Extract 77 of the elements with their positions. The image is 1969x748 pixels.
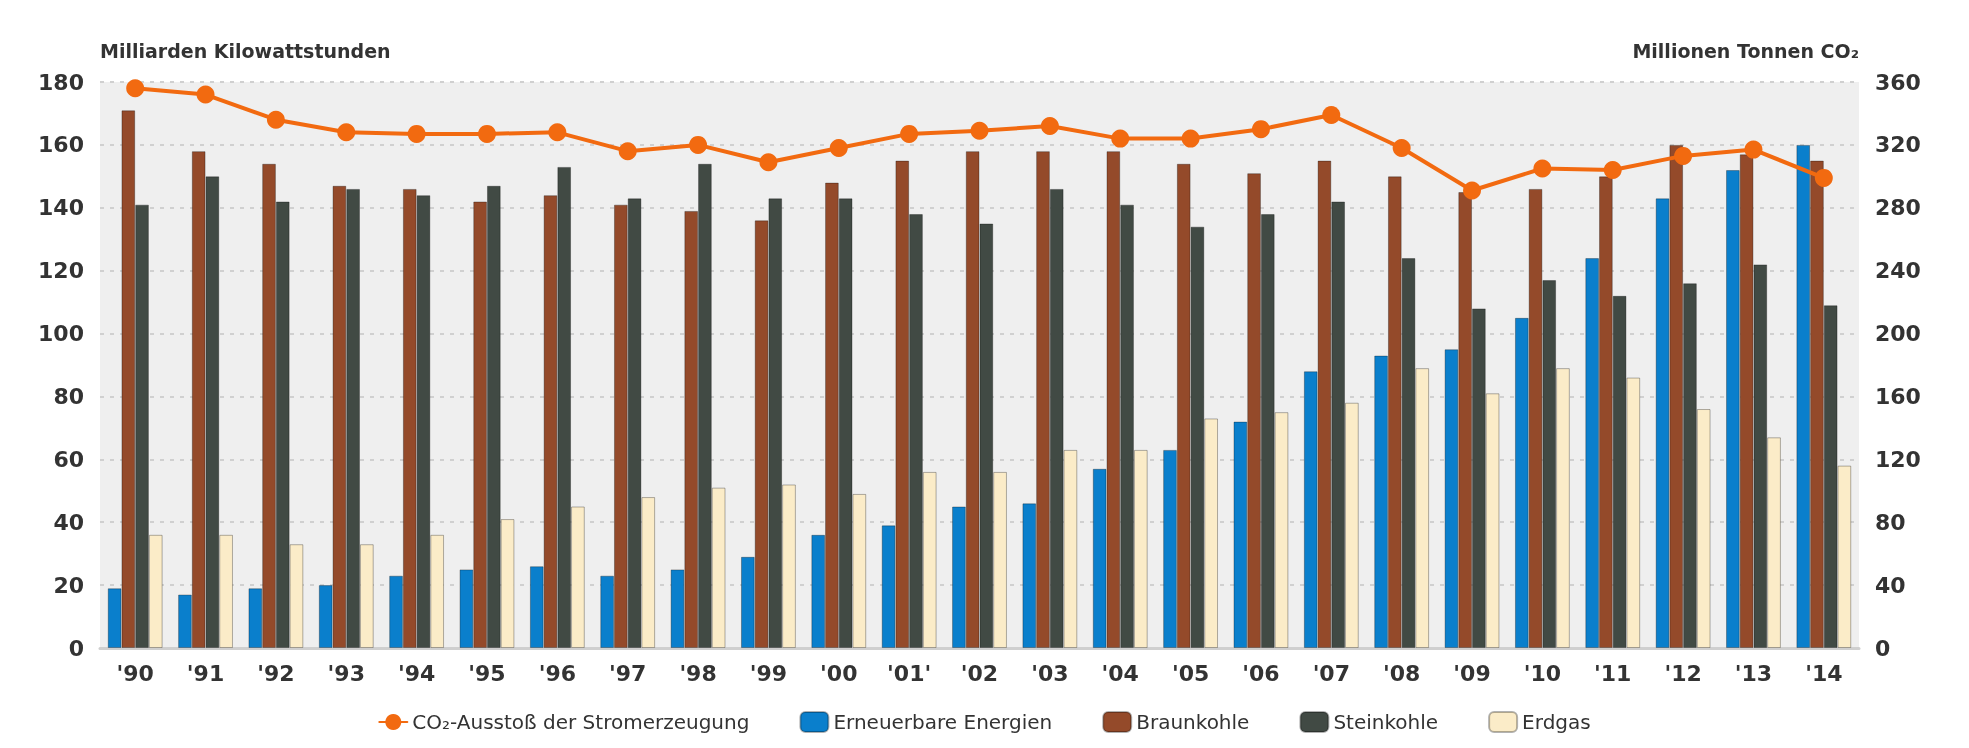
x-tick-label: '01': [887, 660, 932, 686]
y-tick-label: 80: [53, 383, 84, 409]
point: [266, 110, 285, 129]
point: [1392, 139, 1411, 158]
x-tick-label: '10: [1523, 660, 1562, 686]
x-tick-label: '09: [1453, 660, 1491, 686]
legend-label: CO₂-Ausstoß der Stromerzeugung: [412, 710, 750, 734]
point: [478, 124, 496, 143]
x-tick-label: '95: [468, 660, 506, 686]
x-tick-label: '94: [397, 660, 436, 686]
x-tick-label: '12: [1664, 660, 1702, 686]
x-tick-label: '90: [116, 660, 154, 686]
point: [1814, 168, 1833, 187]
x-tick-label: '91: [186, 660, 225, 686]
point: [407, 124, 426, 143]
point: [1040, 117, 1059, 136]
y-axis-title: Milliarden Kilowattstunden: [100, 39, 391, 62]
point: [618, 142, 637, 161]
y2-tick-label: 240: [1875, 258, 1921, 284]
y2-tick-label: 120: [1875, 446, 1921, 472]
y2-tick-label: 0: [1875, 635, 1891, 661]
y2-axis-title: Millionen Tonnen CO₂: [1632, 39, 1859, 62]
y-tick-label: 0: [68, 635, 84, 661]
point: [337, 123, 356, 142]
x-tick-label: '08: [1382, 660, 1421, 686]
point: [1111, 129, 1130, 148]
x-tick-label: '02: [960, 660, 999, 686]
x-tick-label: '05: [1171, 660, 1210, 686]
point: [196, 85, 215, 104]
point: [1181, 129, 1200, 148]
y-tick-label: 140: [38, 195, 84, 221]
x-tick-label: '11: [1594, 660, 1632, 686]
point: [1744, 140, 1763, 159]
x-tick-label: '97: [609, 660, 647, 686]
x-tick-label: '04: [1101, 660, 1139, 686]
point: [126, 79, 145, 98]
y-tick-label: 100: [38, 321, 84, 347]
point: [1603, 161, 1622, 180]
point: [759, 153, 778, 172]
point: [829, 139, 848, 158]
point: [1322, 106, 1341, 125]
x-tick-label: '98: [679, 660, 717, 686]
point: [548, 123, 567, 142]
y-tick-label: 120: [38, 258, 84, 284]
y2-tick-label: 40: [1875, 572, 1906, 598]
legend-label: Erneuerbare Energien: [833, 710, 1053, 734]
legend-label: Steinkohle: [1333, 710, 1439, 734]
y-tick-label: 60: [53, 446, 84, 472]
point: [1674, 146, 1693, 165]
y-tick-label: 160: [38, 132, 84, 158]
x-tick-label: '96: [538, 660, 577, 686]
x-tick-label: '99: [749, 660, 788, 686]
y2-tick-label: 280: [1875, 195, 1921, 221]
y2-tick-label: 80: [1875, 509, 1906, 535]
x-tick-label: '03: [1031, 660, 1069, 686]
x-tick-label: '00: [820, 660, 858, 686]
x-tick-label: '13: [1734, 660, 1773, 686]
point: [970, 121, 989, 140]
y2-tick-label: 360: [1875, 69, 1921, 95]
y2-tick-label: 160: [1875, 383, 1921, 409]
x-tick-label: '92: [257, 660, 295, 686]
y-tick-label: 20: [53, 572, 84, 598]
x-tick-label: '14: [1805, 660, 1843, 686]
y2-tick-label: 320: [1875, 132, 1921, 158]
point: [1463, 181, 1482, 200]
y2-tick-label: 200: [1875, 321, 1921, 347]
y-tick-label: 180: [38, 69, 84, 95]
point: [900, 124, 919, 143]
x-tick-label: '07: [1312, 660, 1350, 686]
point: [1251, 120, 1270, 139]
point: [689, 135, 708, 154]
y-tick-label: 40: [53, 509, 84, 535]
legend-label: Braunkohle: [1136, 710, 1250, 734]
x-tick-label: '93: [327, 660, 365, 686]
point: [1533, 159, 1552, 178]
x-tick-label: '06: [1242, 660, 1280, 686]
legend-label: Erdgas: [1522, 710, 1591, 734]
